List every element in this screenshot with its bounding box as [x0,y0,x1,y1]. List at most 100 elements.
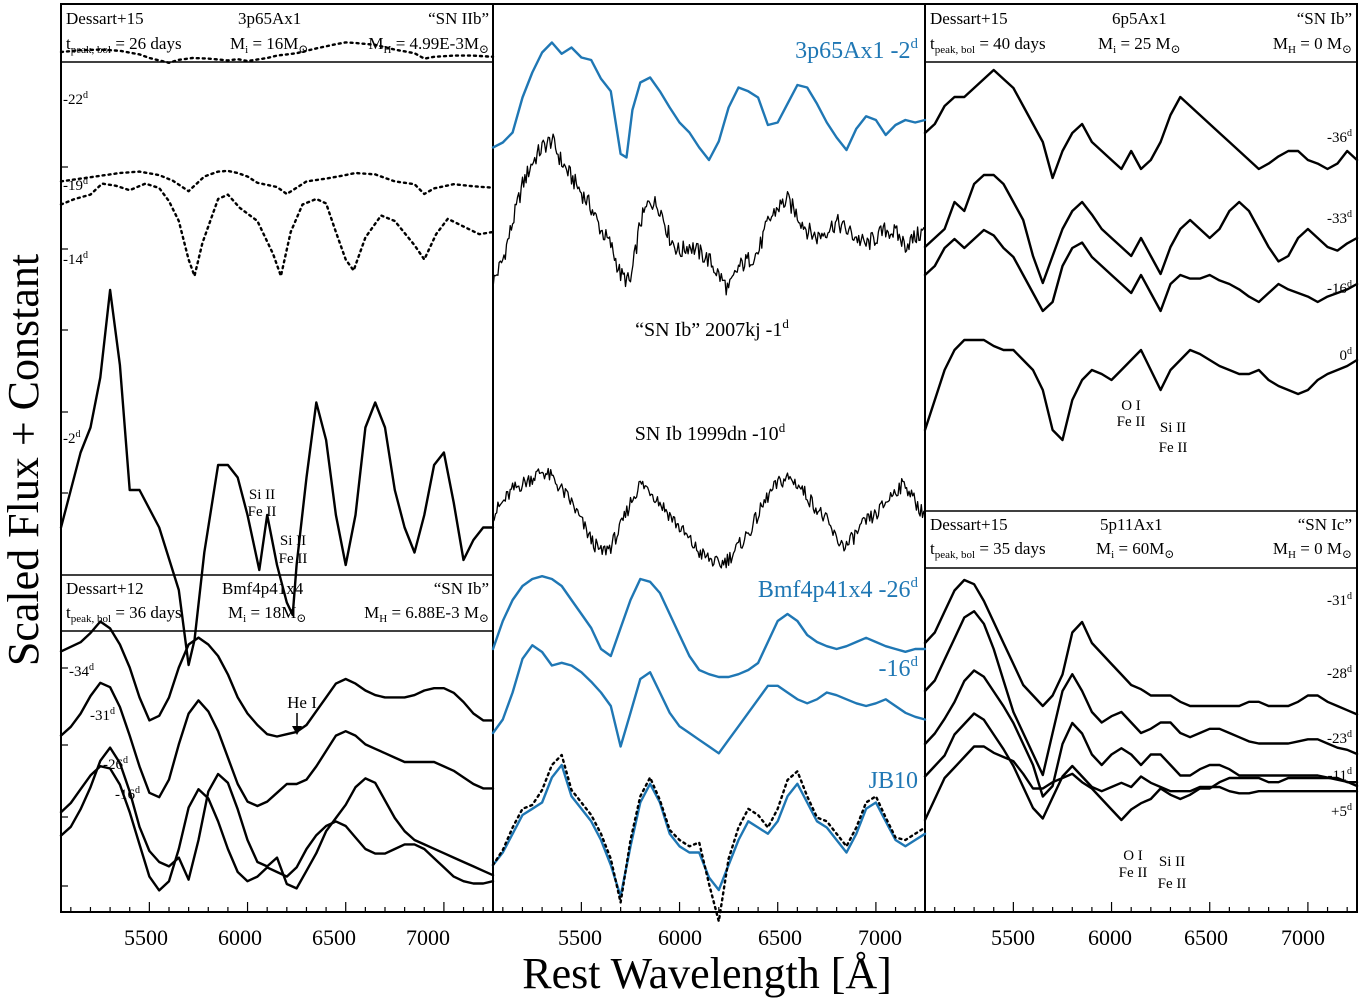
spectrum-bottom-left-1 [59,620,495,738]
x-tick-label-7000-left: 7000 [406,925,450,950]
line-id-fe-ii-bottom-b: Fe II [1158,876,1187,892]
epoch-label-minus33: -33d [1327,209,1352,227]
top-right-tpeak: tpeak, bol = 40 days [930,34,1046,56]
epoch-label-minus31-right: -31d [1327,591,1352,609]
spectrum-bottom-right-5 [923,745,1359,822]
spectrum-middle-6 [491,763,927,898]
line-id-fe-ii-top-a: Fe II [1117,414,1146,430]
top-right-header: Dessart+15 6p5Ax1 “SN Ib” tpeak, bol = 4… [930,9,1352,56]
line-id-o-i-top: O I [1121,398,1141,414]
epoch-label-minus11-right: -11d [1328,766,1352,784]
middle-label-3p65ax1: 3p65Ax1 -2d [795,36,918,64]
x-tick-label-7000-right: 7000 [1281,925,1325,950]
x-tick-label-7000-middle: 7000 [858,925,902,950]
spectrum-middle-5 [491,644,927,755]
spectra-layer [59,41,1359,923]
x-tick-label-6500-middle: 6500 [758,925,802,950]
line-id-si-ii-a: Si II [249,487,275,503]
spectrum-top-left-3 [59,182,495,278]
bottom-left-mass: Mi = 18M⊙ [228,603,306,625]
spectrum-top-right-1 [923,68,1359,180]
top-right-type: “SN Ib” [1297,9,1352,28]
spectrum-top-left-2 [59,169,495,196]
bottom-right-header: Dessart+15 5p11Ax1 “SN Ic” tpeak, bol = … [930,515,1352,561]
top-left-hydrogen-mass: MH = 4.99E-3M⊙ [368,34,489,56]
bottom-right-hydrogen-mass: MH = 0 M⊙ [1273,539,1352,561]
line-id-si-ii-top: Si II [1160,420,1186,436]
x-axis-label: Rest Wavelength [Å] [522,949,892,998]
spectrum-bottom-right-1 [923,578,1359,716]
right-column-frame [924,3,1358,913]
bottom-right-tpeak: tpeak, bol = 35 days [930,539,1046,561]
middle-label-jb10: JB10 [869,768,918,794]
epoch-label-minus19: -19d [63,176,88,194]
line-id-fe-ii-a: Fe II [248,504,277,520]
spectrum-middle-1 [491,41,927,162]
epoch-label-minus22: -22d [63,90,88,108]
epoch-label-minus34: -34d [69,662,94,680]
spectrum-top-right-4 [923,338,1359,442]
top-right-hydrogen-mass: MH = 0 M⊙ [1273,34,1352,56]
line-id-si-ii-bottom: Si II [1159,854,1185,870]
bottom-right-type: “SN Ic” [1298,515,1352,534]
top-left-model: 3p65Ax1 [238,9,301,28]
bottom-left-model: Bmf4p41x4 [222,579,304,598]
line-id-fe-ii-top-b: Fe II [1159,440,1188,456]
bottom-right-reference: Dessart+15 [930,515,1008,534]
epoch-label-minus31: -31d [90,706,115,724]
he-i-label: He I [287,693,317,712]
top-right-reference: Dessart+15 [930,9,1008,28]
x-tick-label-5500-middle: 5500 [558,925,602,950]
bottom-left-type: “SN Ib” [434,579,489,598]
x-tick-label-6000-middle: 6000 [658,925,702,950]
bottom-left-annotations: -34d -31d -26d -16d He I [69,662,317,803]
bottom-left-tpeak: tpeak, bol = 36 days [66,603,182,625]
top-left-header: Dessart+15 3p65Ax1 “SN IIb” tpeak, bol =… [66,9,489,56]
bottom-left-reference: Dessart+12 [66,579,144,598]
spectrum-middle-4 [491,575,927,679]
x-tick-label-6000-left: 6000 [218,925,262,950]
epoch-label-minus26: -26d [103,755,128,773]
top-right-mass: Mi = 25 M⊙ [1098,34,1181,56]
x-tick-label-6000-right: 6000 [1088,925,1132,950]
spectrum-top-left-4 [59,288,495,667]
line-id-o-i-bottom: O I [1123,848,1143,864]
epoch-label-minus16-right: -16d [1327,279,1352,297]
epoch-label-minus16: -16d [115,785,140,803]
spectrum-bottom-left-4 [59,746,495,890]
top-left-type: “SN IIb” [428,9,489,28]
spectrum-bottom-right-3 [923,669,1359,798]
spectrum-bottom-right-4 [923,712,1359,820]
x-tick-labels: 5500 6000 6500 7000 5500 6000 6500 7000 … [124,925,1325,950]
epoch-label-zero: 0d [1340,346,1353,364]
spectrum-top-left-1 [59,41,495,64]
middle-label-bmf4p41x4: Bmf4p41x4 -26d [758,575,919,603]
bottom-right-mass: Mi = 60M⊙ [1096,539,1174,561]
bottom-left-hydrogen-mass: MH = 6.88E-3 M⊙ [364,603,489,625]
middle-label-1999dn: SN Ib 1999dn -10d [635,420,786,445]
bottom-left-header: Dessart+12 Bmf4p41x4 “SN Ib” tpeak, bol … [66,579,489,625]
top-left-tpeak: tpeak, bol = 26 days [66,34,182,56]
bottom-right-annotations: -31d -28d -23d -11d +5d O I Fe II Si II … [1119,591,1352,892]
axis-ticks [61,166,1348,912]
middle-panel-frame [492,3,926,913]
epoch-label-minus36: -36d [1327,128,1352,146]
spectrum-top-right-2 [923,173,1359,285]
epoch-label-minus23-right: -23d [1327,729,1352,747]
line-id-si-ii-b: Si II [280,533,306,549]
epoch-label-minus28-right: -28d [1327,664,1352,682]
epoch-label-minus14: -14d [63,250,88,268]
bottom-right-model: 5p11Ax1 [1100,515,1163,534]
spectrum-middle-3 [492,467,926,569]
middle-label-minus16: -16d [879,654,919,682]
top-left-reference: Dessart+15 [66,9,144,28]
spectrum-bottom-left-2 [59,681,495,808]
spectrum-top-right-3 [923,228,1359,313]
epoch-label-minus2: -2d [63,429,81,447]
middle-label-2007kj: “SN Ib” 2007kj -1d [635,316,789,341]
x-tick-label-6500-left: 6500 [312,925,356,950]
spectrum-bottom-left-3 [59,765,495,892]
x-tick-label-6500-right: 6500 [1184,925,1228,950]
he-i-arrow-head [292,726,302,735]
top-right-annotations: -36d -33d -16d 0d O I Fe II Si II Fe II [1117,128,1352,456]
